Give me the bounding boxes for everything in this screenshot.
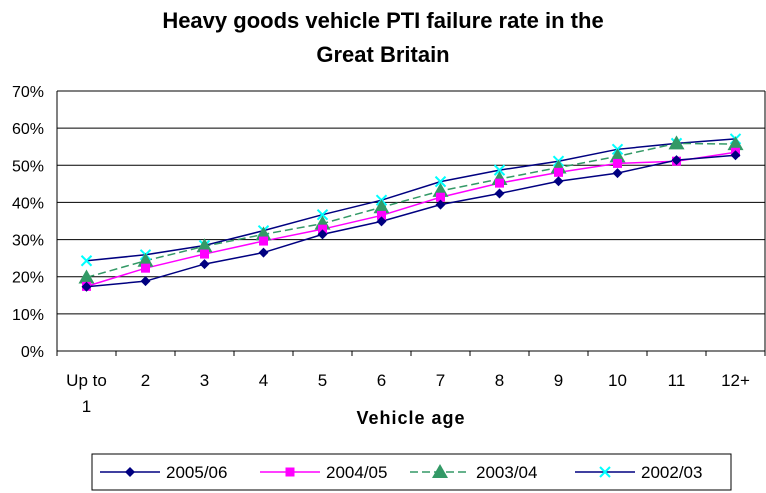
data-point-2003/04 xyxy=(196,238,213,253)
x-tick-label: 9 xyxy=(554,371,563,390)
chart-title-line-1: Heavy goods vehicle PTI failure rate in … xyxy=(162,8,604,33)
series-line-2004/05 xyxy=(86,151,736,288)
x-tick-label: 3 xyxy=(200,371,209,390)
data-point-2003/04 xyxy=(668,135,685,150)
series-line-2005/06 xyxy=(86,154,736,288)
x-tick-label: 1 xyxy=(82,397,91,416)
data-point-2004/05 xyxy=(436,192,445,202)
data-point-2005/06 xyxy=(258,247,269,258)
legend-label-2003/04: 2003/04 xyxy=(476,463,537,482)
x-tick-label: 10 xyxy=(608,371,627,390)
data-point-2004/05 xyxy=(259,236,268,246)
data-point-2005/06 xyxy=(671,155,682,166)
data-point-2002/03 xyxy=(493,164,506,176)
data-point-2004/05 xyxy=(318,224,327,234)
series-line-2002/03 xyxy=(86,138,736,262)
data-point-2004/05 xyxy=(200,249,209,259)
legend-label-2002/03: 2002/03 xyxy=(641,463,702,482)
data-point-2002/03 xyxy=(80,255,93,267)
x-tick-label: 12+ xyxy=(721,371,750,390)
legend-marker-2003/04 xyxy=(432,464,448,478)
data-point-2003/04 xyxy=(78,269,95,284)
legend-marker-2004/05 xyxy=(285,467,295,477)
data-point-2005/06 xyxy=(140,276,151,287)
data-point-2005/06 xyxy=(612,168,623,179)
data-point-2005/06 xyxy=(317,229,328,240)
data-point-2005/06 xyxy=(435,199,446,210)
y-tick-label: 40% xyxy=(12,195,44,212)
legend-label-2005/06: 2005/06 xyxy=(166,463,227,482)
data-point-2004/05 xyxy=(377,210,386,220)
data-point-2005/06 xyxy=(376,216,387,227)
x-tick-label: 8 xyxy=(495,371,504,390)
data-point-2005/06 xyxy=(199,259,210,270)
x-tick-label: 4 xyxy=(259,371,268,390)
data-point-2002/03 xyxy=(434,175,447,188)
data-point-2003/04 xyxy=(609,148,626,163)
data-point-2005/06 xyxy=(730,150,741,161)
data-point-2002/03 xyxy=(316,208,329,221)
data-point-2003/04 xyxy=(373,199,390,214)
x-tick-label: 2 xyxy=(141,371,150,390)
data-point-2004/05 xyxy=(495,178,504,188)
chart-title-line-2: Great Britain xyxy=(316,42,450,67)
data-point-2003/04 xyxy=(137,252,154,267)
data-point-2003/04 xyxy=(727,136,744,151)
legend-marker-2002/03 xyxy=(599,466,611,478)
x-axis-title: Vehicle age xyxy=(356,408,465,428)
y-tick-label: 60% xyxy=(12,121,44,138)
series-line-2003/04 xyxy=(86,142,736,279)
x-tick-label: Up to xyxy=(66,371,107,390)
y-tick-label: 30% xyxy=(12,233,44,250)
y-tick-label: 10% xyxy=(12,307,44,324)
x-tick-label: 11 xyxy=(668,371,686,390)
data-point-2005/06 xyxy=(81,281,92,292)
data-point-2005/06 xyxy=(553,176,564,187)
data-point-2005/06 xyxy=(494,188,505,199)
x-tick-label: 5 xyxy=(318,371,327,390)
y-tick-label: 50% xyxy=(12,158,44,175)
legend-label-2004/05: 2004/05 xyxy=(326,463,387,482)
x-tick-label: 7 xyxy=(436,371,445,390)
x-tick-label: 6 xyxy=(377,371,386,390)
y-tick-label: 20% xyxy=(12,270,44,287)
data-point-2004/05 xyxy=(613,158,622,168)
legend-marker-2005/06 xyxy=(125,467,135,477)
y-tick-label: 0% xyxy=(21,344,44,361)
data-point-2004/05 xyxy=(141,263,150,273)
y-tick-label: 70% xyxy=(12,84,44,101)
data-point-2004/05 xyxy=(554,167,563,177)
